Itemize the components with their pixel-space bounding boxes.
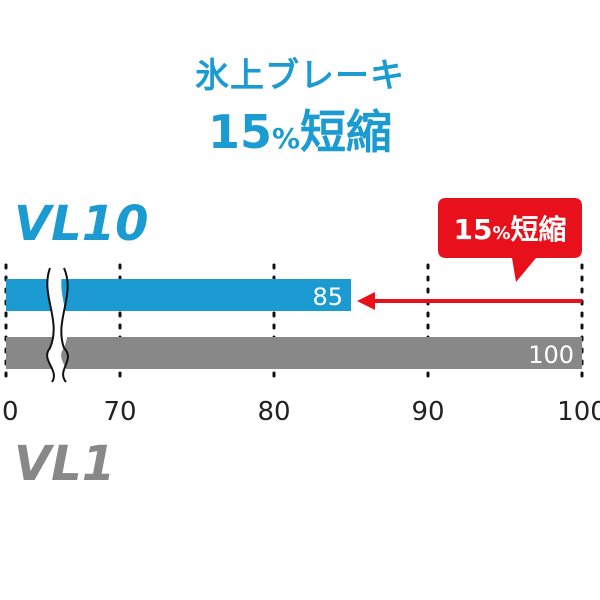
x-tick-label: 0 <box>2 397 19 427</box>
x-tick-label: 90 <box>411 397 444 427</box>
x-tick-label: 80 <box>257 397 290 427</box>
bar-value-label: 100 <box>528 341 574 369</box>
x-tick-label: 70 <box>103 397 136 427</box>
callout-label: 15%短縮 <box>453 213 566 246</box>
reduction-arrow-head <box>357 292 375 310</box>
x-tick-label: 100 <box>557 397 600 427</box>
bar-vl1 <box>6 337 582 369</box>
bar-value-label: 85 <box>312 283 343 311</box>
